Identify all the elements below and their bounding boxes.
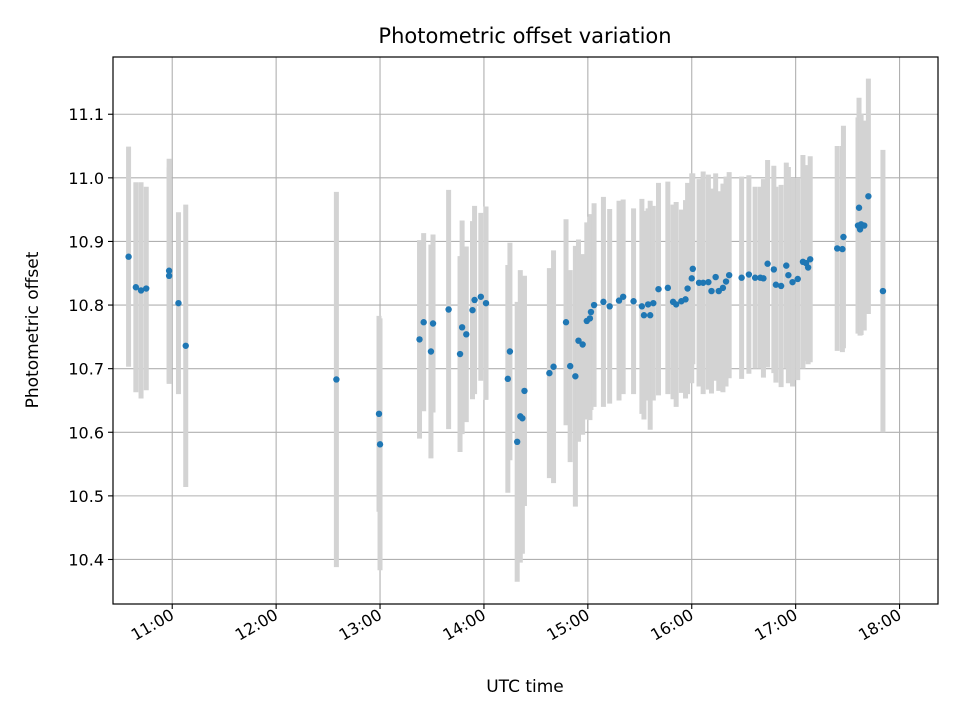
data-point — [689, 265, 696, 273]
data-point — [840, 233, 847, 241]
data-point — [719, 284, 727, 292]
data-point — [132, 284, 140, 291]
y-axis-label: Photometric offset — [23, 251, 43, 408]
data-point — [650, 299, 657, 307]
y-tick-label: 10.7 — [68, 360, 104, 379]
data-point — [644, 301, 652, 308]
data-point — [745, 271, 753, 278]
y-tick-label: 10.5 — [68, 487, 104, 506]
data-point — [725, 271, 733, 279]
data-point — [630, 298, 637, 305]
x-axis-label: UTC time — [486, 677, 564, 697]
data-point — [416, 336, 423, 343]
data-point — [125, 253, 132, 260]
data-point — [664, 284, 672, 292]
data-point — [572, 373, 579, 380]
data-point — [456, 350, 464, 358]
data-point — [579, 341, 586, 348]
data-point — [519, 415, 526, 422]
data-point — [684, 285, 691, 292]
data-point — [712, 273, 719, 281]
data-point — [789, 278, 796, 286]
data-point — [638, 303, 646, 310]
data-point — [655, 285, 662, 293]
data-point — [469, 306, 476, 314]
data-point — [722, 278, 730, 285]
data-point — [794, 275, 801, 283]
data-point — [600, 298, 607, 306]
y-axis-ticks: 10.4 10.5 10.6 10.7 10.8 10.9 11.0 11.1 — [68, 105, 113, 569]
data-point — [420, 319, 427, 326]
data-point — [785, 271, 792, 279]
data-point — [333, 376, 340, 383]
y-tick-label: 10.6 — [68, 423, 104, 442]
y-tick-label: 11.1 — [68, 105, 104, 124]
data-point — [175, 299, 182, 307]
data-point — [672, 301, 680, 308]
data-point — [646, 312, 654, 319]
data-point — [143, 285, 150, 292]
data-point — [376, 441, 384, 448]
data-point — [165, 267, 173, 274]
data-point — [640, 312, 648, 319]
data-point — [566, 362, 574, 370]
data-point — [705, 278, 712, 286]
data-point — [482, 299, 490, 307]
data-point — [806, 256, 814, 263]
data-point — [856, 226, 864, 233]
data-point — [770, 266, 778, 273]
y-tick-label: 10.8 — [68, 296, 104, 315]
data-point — [738, 274, 745, 281]
data-point — [550, 363, 557, 370]
chart-title: Photometric offset variation — [378, 24, 671, 48]
data-point — [682, 296, 689, 303]
data-point — [546, 369, 553, 377]
data-point — [708, 287, 715, 295]
data-points — [125, 193, 887, 448]
plot-area-frame — [112, 56, 939, 605]
data-point — [513, 438, 521, 446]
data-point — [804, 264, 812, 271]
data-point — [751, 274, 759, 281]
data-point — [165, 272, 173, 279]
data-point — [764, 260, 771, 267]
data-point — [521, 387, 528, 395]
data-point — [504, 375, 512, 383]
data-point — [865, 193, 872, 200]
data-point — [458, 324, 466, 331]
data-point — [586, 315, 594, 322]
data-point — [590, 301, 598, 309]
data-point — [463, 331, 470, 338]
data-point — [772, 281, 780, 288]
data-point — [777, 282, 785, 290]
data-point — [375, 410, 383, 418]
data-point — [834, 245, 841, 252]
data-point — [861, 222, 868, 229]
data-point — [760, 275, 767, 282]
data-point — [606, 303, 613, 310]
data-point — [427, 348, 435, 355]
data-point — [688, 275, 695, 282]
data-point — [587, 308, 595, 316]
data-point — [562, 319, 570, 326]
data-point — [471, 296, 478, 304]
y-tick-label: 10.9 — [68, 232, 104, 251]
data-point — [839, 245, 846, 253]
data-point — [783, 262, 790, 269]
data-point — [137, 287, 145, 294]
y-tick-label: 11.0 — [68, 169, 104, 188]
data-point — [506, 348, 514, 355]
data-point — [699, 279, 707, 286]
data-point — [615, 297, 623, 304]
data-point — [429, 320, 437, 327]
data-point — [445, 306, 452, 313]
data-point — [619, 293, 627, 300]
data-point — [855, 204, 863, 211]
data-point — [575, 337, 582, 344]
data-point — [182, 342, 189, 349]
data-point — [477, 293, 485, 300]
data-point — [879, 287, 887, 295]
y-tick-label: 10.4 — [68, 550, 104, 569]
